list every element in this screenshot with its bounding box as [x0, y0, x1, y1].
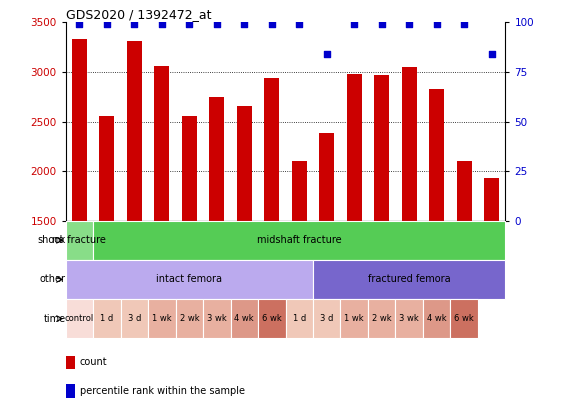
- Bar: [292, 161, 307, 221]
- Point: [349, 21, 359, 28]
- Text: intact femora: intact femora: [156, 275, 222, 284]
- Bar: [99, 115, 114, 221]
- Bar: [176, 299, 203, 338]
- Text: midshaft fracture: midshaft fracture: [257, 235, 341, 245]
- Point: [267, 21, 276, 28]
- Bar: [319, 133, 334, 221]
- Text: 3 d: 3 d: [128, 314, 141, 323]
- Bar: [374, 75, 389, 221]
- Bar: [368, 299, 395, 338]
- Bar: [66, 356, 75, 369]
- Bar: [66, 221, 93, 260]
- Bar: [451, 299, 478, 338]
- Point: [405, 21, 414, 28]
- Bar: [127, 41, 142, 221]
- Bar: [93, 299, 120, 338]
- Point: [130, 21, 139, 28]
- Text: 1 wk: 1 wk: [152, 314, 172, 323]
- Bar: [72, 39, 87, 221]
- Bar: [258, 299, 286, 338]
- Bar: [264, 78, 279, 221]
- Bar: [313, 299, 340, 338]
- Text: GDS2020 / 1392472_at: GDS2020 / 1392472_at: [66, 8, 211, 21]
- Point: [240, 21, 249, 28]
- Bar: [313, 260, 505, 299]
- Text: time: time: [43, 313, 66, 324]
- Text: 3 wk: 3 wk: [399, 314, 419, 323]
- Point: [377, 21, 386, 28]
- Text: 1 wk: 1 wk: [344, 314, 364, 323]
- Text: fractured femora: fractured femora: [368, 275, 451, 284]
- Point: [102, 21, 111, 28]
- Text: 4 wk: 4 wk: [235, 314, 254, 323]
- Point: [185, 21, 194, 28]
- Text: 6 wk: 6 wk: [455, 314, 474, 323]
- Point: [212, 21, 222, 28]
- Bar: [429, 89, 444, 221]
- Bar: [66, 384, 75, 398]
- Text: no fracture: no fracture: [53, 235, 106, 245]
- Bar: [154, 66, 170, 221]
- Bar: [209, 97, 224, 221]
- Text: 6 wk: 6 wk: [262, 314, 282, 323]
- Bar: [203, 299, 231, 338]
- Text: 3 wk: 3 wk: [207, 314, 227, 323]
- Text: percentile rank within the sample: percentile rank within the sample: [80, 386, 245, 396]
- Bar: [340, 299, 368, 338]
- Bar: [66, 260, 313, 299]
- Text: count: count: [80, 358, 107, 367]
- Bar: [120, 299, 148, 338]
- Bar: [347, 74, 362, 221]
- Point: [295, 21, 304, 28]
- Bar: [231, 299, 258, 338]
- Bar: [237, 106, 252, 221]
- Bar: [484, 178, 499, 221]
- Bar: [457, 161, 472, 221]
- Bar: [182, 115, 197, 221]
- Point: [460, 21, 469, 28]
- Text: 2 wk: 2 wk: [179, 314, 199, 323]
- Point: [487, 51, 496, 57]
- Point: [75, 21, 84, 28]
- Bar: [401, 67, 417, 221]
- Bar: [286, 299, 313, 338]
- Bar: [148, 299, 176, 338]
- Point: [432, 21, 441, 28]
- Text: other: other: [39, 275, 66, 284]
- Bar: [395, 299, 423, 338]
- Text: 1 d: 1 d: [100, 314, 114, 323]
- Point: [157, 21, 166, 28]
- Text: 4 wk: 4 wk: [427, 314, 447, 323]
- Text: 1 d: 1 d: [292, 314, 306, 323]
- Text: 2 wk: 2 wk: [372, 314, 392, 323]
- Bar: [66, 299, 93, 338]
- Point: [322, 51, 331, 57]
- Text: 3 d: 3 d: [320, 314, 333, 323]
- Bar: [423, 299, 451, 338]
- Text: control: control: [65, 314, 94, 323]
- Text: shock: shock: [38, 235, 66, 245]
